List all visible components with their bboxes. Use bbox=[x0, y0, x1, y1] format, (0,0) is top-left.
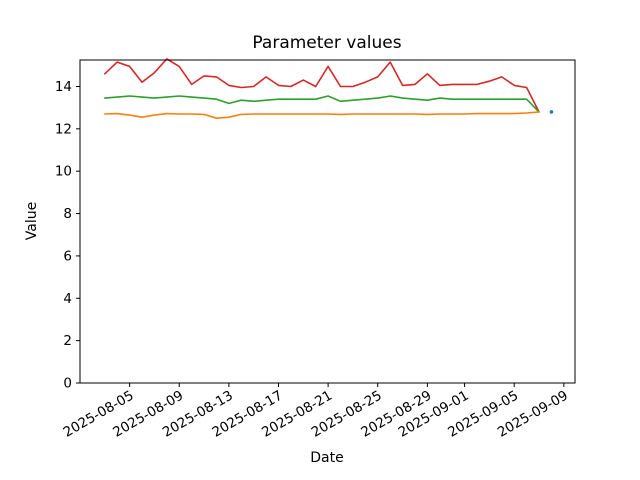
series-1-line bbox=[104, 58, 540, 113]
y-axis-label: Value bbox=[24, 202, 40, 240]
series-2-line bbox=[104, 95, 540, 113]
y-tick-label: 14 bbox=[55, 79, 72, 95]
y-tick-label: 10 bbox=[55, 164, 72, 180]
y-tick-label: 8 bbox=[63, 206, 72, 222]
axes-frame bbox=[79, 59, 576, 384]
chart-title: Parameter values bbox=[252, 33, 401, 53]
y-tick-label: 4 bbox=[63, 291, 72, 307]
axis-ticks: 024681012142025-08-052025-08-092025-08-1… bbox=[55, 79, 571, 441]
scatter-point bbox=[549, 110, 554, 114]
y-tick-label: 12 bbox=[55, 121, 72, 137]
x-axis-label: Date bbox=[310, 450, 343, 466]
y-tick-label: 0 bbox=[63, 376, 72, 392]
plot-series bbox=[104, 58, 554, 119]
y-tick-label: 2 bbox=[63, 333, 72, 349]
series-3-line bbox=[104, 111, 540, 119]
y-tick-label: 6 bbox=[63, 248, 72, 264]
